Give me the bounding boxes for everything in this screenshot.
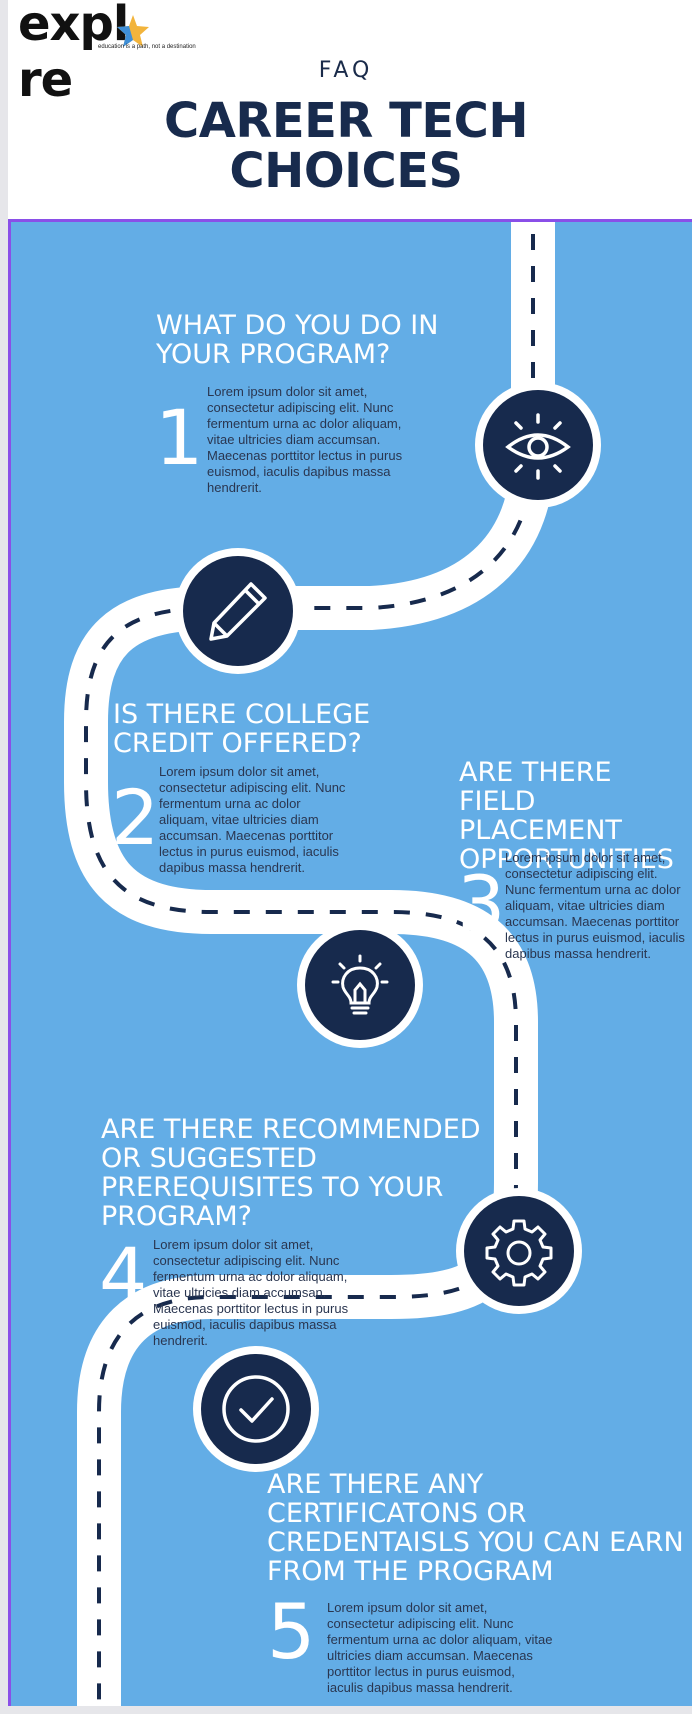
logo-wordmark: explre	[18, 0, 129, 108]
step-4-title-line: PROGRAM?	[101, 1201, 252, 1232]
step-2-title-line: IS THERE COLLEGE	[113, 699, 371, 730]
step-1-icon-circle	[475, 382, 601, 508]
pencil-icon	[209, 582, 267, 641]
step-3-title-line: PLACEMENT	[459, 815, 622, 846]
star-icon	[117, 15, 149, 47]
page-title: CAREER TECH CHOICES	[0, 96, 692, 196]
step-5-body: Lorem ipsum dolor sit amet, consectetur …	[327, 1600, 553, 1695]
logo-tagline: education is a path, not a destination	[98, 44, 196, 50]
explore-logo: explre education is a path, not a destin…	[18, 0, 208, 108]
step-4-title-line: ARE THERE RECOMMENDED	[101, 1114, 481, 1145]
checkmark-icon	[222, 1375, 290, 1443]
step-4-title: ARE THERE RECOMMENDED OR SUGGESTED PRERE…	[101, 1115, 481, 1231]
step-3-number: 3	[457, 859, 506, 948]
step-2-icon-circle	[175, 548, 301, 674]
step-2-title: IS THERE COLLEGE CREDIT OFFERED?	[113, 700, 370, 758]
step-5-icon-circle	[193, 1346, 319, 1472]
step-4-title-line: PREREQUISITES TO YOUR	[101, 1172, 444, 1203]
step-5-title-line: FROM THE PROGRAM	[267, 1556, 554, 1587]
step-5-title-line: ARE THERE ANY	[267, 1469, 484, 1500]
winding-road	[64, 222, 555, 1706]
step-1-title-line: YOUR PROGRAM?	[156, 339, 391, 370]
step-5-title: ARE THERE ANY CERTIFICATONS OR CREDENTAI…	[267, 1470, 684, 1586]
page-left-rail	[0, 0, 8, 1714]
step-4-number: 4	[99, 1231, 148, 1320]
step-2-title-line: CREDIT OFFERED?	[113, 728, 362, 759]
step-1-title-line: WHAT DO YOU DO IN	[156, 310, 439, 341]
gear-icon	[485, 1219, 553, 1287]
step-5-title-line: CREDENTAISLS YOU CAN EARN	[267, 1527, 684, 1558]
step-1-number: 1	[155, 393, 204, 482]
step-3-title: ARE THERE FIELD PLACEMENT OPPORTUNITIES	[459, 758, 692, 874]
step-3-icon-circle	[297, 922, 423, 1048]
step-4-title-line: OR SUGGESTED	[101, 1143, 317, 1174]
step-5-title-line: CERTIFICATONS OR	[267, 1498, 527, 1529]
step-3-title-line: ARE THERE FIELD	[459, 757, 612, 817]
eye-icon	[505, 413, 571, 480]
step-2-body: Lorem ipsum dolor sit amet, consectetur …	[159, 764, 346, 875]
step-1-body: Lorem ipsum dolor sit amet, consectetur …	[207, 384, 403, 495]
faq-label: FAQ	[318, 58, 374, 83]
page-bottom-bar	[0, 1706, 692, 1714]
step-3-title-line: OPPORTUNITIES	[459, 844, 674, 875]
step-2-number: 2	[111, 773, 160, 862]
lightbulb-icon	[331, 954, 389, 1015]
step-4-icon-circle	[456, 1188, 582, 1314]
step-5-number: 5	[267, 1587, 316, 1676]
step-1-title: WHAT DO YOU DO IN YOUR PROGRAM?	[156, 311, 438, 369]
step-4-body: Lorem ipsum dolor sit amet, consectetur …	[153, 1237, 349, 1348]
page-title-line-1: CAREER TECH	[163, 93, 529, 149]
infographic-panel: WHAT DO YOU DO IN YOUR PROGRAM? 1 Lorem …	[8, 219, 692, 1706]
step-3-body: Lorem ipsum dolor sit amet, consectetur …	[505, 850, 685, 961]
page-title-line-2: CHOICES	[229, 143, 463, 199]
